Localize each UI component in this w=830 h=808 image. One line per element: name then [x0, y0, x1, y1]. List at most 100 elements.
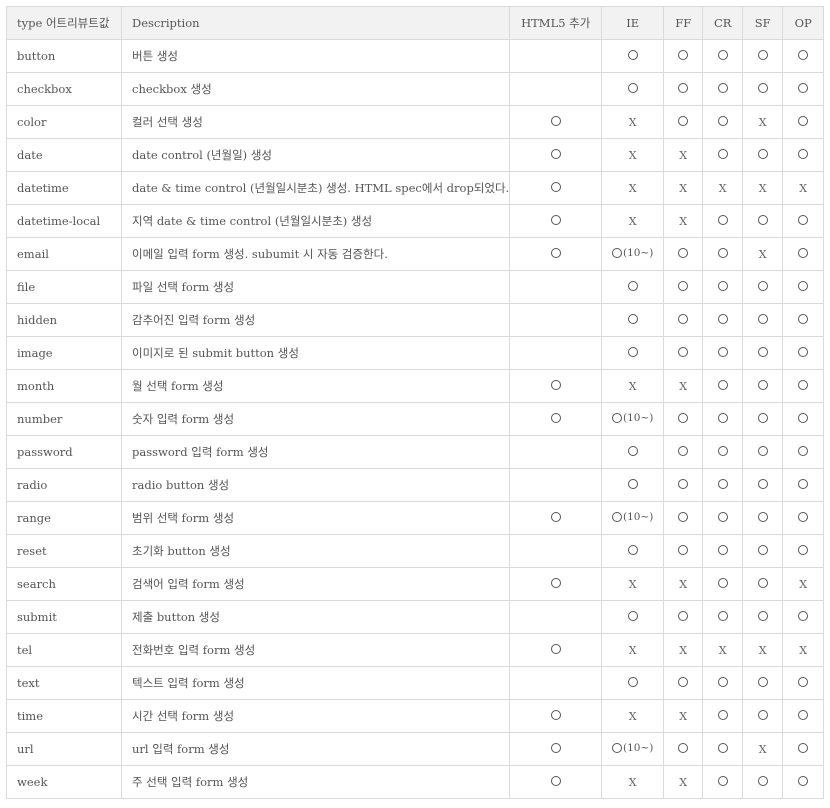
supported-mark: [798, 380, 809, 390]
description-cell: 이메일 입력 form 생성. subumit 시 자동 검증한다.: [120, 237, 511, 271]
circle-icon: [550, 578, 561, 588]
unsupported-mark: X: [799, 182, 807, 195]
circle-icon: [757, 677, 768, 687]
sf-cell: [742, 666, 784, 700]
cr-cell: [702, 237, 744, 271]
supported-mark: [757, 281, 768, 291]
circle-icon: [757, 776, 768, 786]
circle-icon: [612, 413, 623, 423]
description-cell: date & time control (년월일시분초) 생성. HTML sp…: [120, 171, 511, 205]
supported-mark: [798, 116, 809, 126]
ie-cell: (10~): [601, 732, 665, 766]
x-icon: X: [758, 644, 767, 657]
supported-mark: [717, 116, 728, 126]
cr-cell: [702, 765, 744, 799]
description-cell: 주 선택 입력 form 생성: [120, 765, 511, 799]
x-icon: X: [758, 182, 767, 195]
circle-icon: [757, 50, 768, 60]
ff-cell: [663, 72, 704, 106]
supported-mark: [757, 50, 768, 60]
supported-mark: [550, 710, 561, 720]
unsupported-mark: X: [679, 182, 687, 195]
html5-cell: [509, 171, 603, 205]
x-icon: X: [628, 149, 637, 162]
x-icon: X: [628, 776, 637, 789]
sf-cell: [742, 369, 784, 403]
ff-cell: X: [663, 204, 704, 238]
description-cell: 버튼 생성: [120, 39, 511, 73]
version-note: (10~): [623, 742, 654, 754]
supported-mark: [678, 512, 689, 522]
circle-icon: [678, 479, 689, 489]
circle-icon: [678, 413, 689, 423]
ie-cell: [601, 435, 665, 469]
supported-mark: [798, 215, 809, 225]
circle-icon: [550, 215, 561, 225]
circle-icon: [798, 413, 809, 423]
sf-cell: [742, 204, 784, 238]
cr-cell: [702, 501, 744, 535]
description-cell: radio button 생성: [120, 468, 511, 502]
cr-cell: [702, 435, 744, 469]
supported-mark: [627, 611, 638, 621]
type-cell: range: [6, 501, 122, 535]
type-cell: submit: [6, 600, 122, 634]
table-row: month 월 선택 form 생성 X X: [6, 369, 825, 403]
circle-icon: [550, 116, 561, 126]
table-row: image 이미지로 된 submit button 생성: [6, 336, 825, 370]
supported-mark: [798, 545, 809, 555]
circle-icon: [798, 116, 809, 126]
x-icon: X: [628, 380, 637, 393]
type-cell: hidden: [6, 303, 122, 337]
table-row: url url 입력 form 생성 (10~) X: [6, 732, 825, 766]
circle-icon: [798, 545, 809, 555]
op-cell: [782, 303, 825, 337]
ie-cell: X: [601, 105, 665, 139]
circle-icon: [798, 380, 809, 390]
op-cell: [782, 468, 825, 502]
html5-cell: [509, 204, 603, 238]
header-type: type 어트리뷰트값: [6, 6, 122, 40]
unsupported-mark: X: [799, 644, 807, 657]
circle-icon: [678, 50, 689, 60]
supported-mark: [717, 545, 728, 555]
unsupported-mark: X: [679, 710, 687, 723]
ie-cell: [601, 303, 665, 337]
ff-cell: X: [663, 138, 704, 172]
supported-mark: [757, 611, 768, 621]
circle-icon: [717, 248, 728, 258]
supported-mark: [717, 446, 728, 456]
unsupported-mark: X: [759, 743, 767, 756]
circle-icon: [798, 50, 809, 60]
supported-mark: [627, 347, 638, 357]
html5-cell: [509, 732, 603, 766]
x-icon: X: [679, 776, 688, 789]
table-row: email 이메일 입력 form 생성. subumit 시 자동 검증한다. (…: [6, 237, 825, 271]
type-cell: radio: [6, 468, 122, 502]
ff-cell: [663, 402, 704, 436]
supported-mark: [678, 611, 689, 621]
op-cell: [782, 72, 825, 106]
html5-cell: [509, 369, 603, 403]
unsupported-mark: X: [629, 116, 637, 129]
circle-icon: [798, 776, 809, 786]
html5-cell: [509, 336, 603, 370]
supported-mark: [717, 248, 728, 258]
circle-icon: [757, 347, 768, 357]
table-row: file 파일 선택 form 생성: [6, 270, 825, 304]
ff-cell: [663, 732, 704, 766]
unsupported-mark: X: [679, 380, 687, 393]
op-cell: [782, 765, 825, 799]
supported-mark: [550, 743, 561, 753]
supported-mark: [798, 512, 809, 522]
supported-mark: [717, 83, 728, 93]
x-icon: X: [799, 578, 808, 591]
type-cell: date: [6, 138, 122, 172]
cr-cell: [702, 105, 744, 139]
header-ff: FF: [663, 6, 704, 40]
ie-cell: (10~): [601, 402, 665, 436]
type-cell: url: [6, 732, 122, 766]
circle-icon: [678, 116, 689, 126]
supported-mark: [717, 677, 728, 687]
op-cell: [782, 204, 825, 238]
